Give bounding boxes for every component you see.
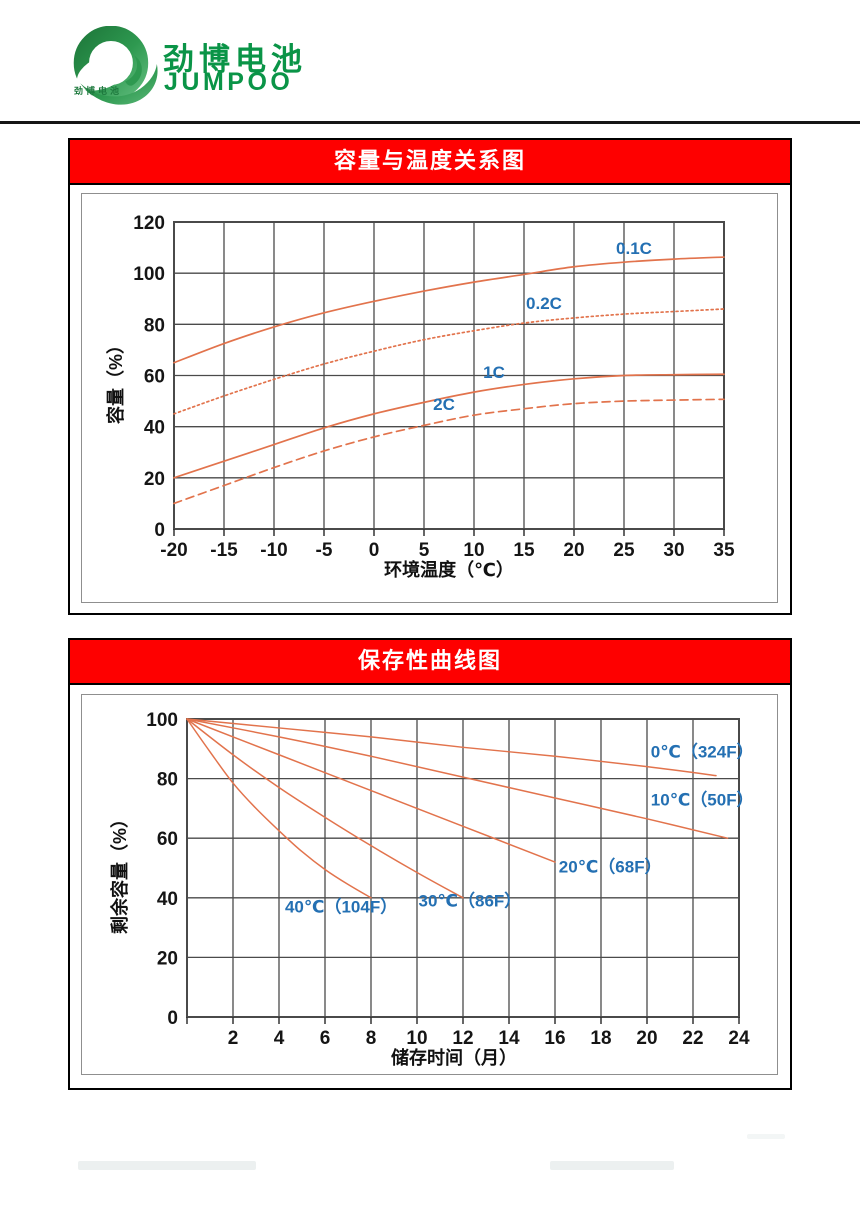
y-tick-label: 100 (146, 710, 178, 731)
y-tick-label: 60 (157, 829, 178, 850)
curve-label-30℃（86F）: 30℃（86F） (419, 891, 522, 911)
x-tick-label: 35 (713, 540, 735, 561)
curve-2C (173, 398, 725, 505)
y-tick-label: 60 (144, 367, 165, 388)
curve-label-0.2C: 0.2C (526, 294, 562, 313)
curve-1C (173, 373, 725, 479)
faint-footer-text-right (550, 1161, 674, 1170)
brand-name-chinese: 劲博电池 (163, 42, 307, 77)
y-tick-label: 80 (157, 770, 178, 791)
x-tick-label: 15 (513, 540, 535, 561)
tick-marks (186, 1017, 740, 1024)
x-tick-label: 24 (728, 1028, 750, 1049)
y-tick-label: 40 (144, 418, 165, 439)
curve-label-2C: 2C (433, 395, 455, 414)
x-tick-label: 16 (544, 1028, 565, 1049)
jumpoo-logo-icon (73, 26, 158, 105)
x-tick-label: 14 (498, 1028, 520, 1049)
curve-label-10℃（50F）: 10℃（50F） (651, 789, 754, 809)
x-tick-label: -15 (210, 540, 238, 561)
x-tick-label: 0 (369, 540, 380, 561)
x-tick-label: 2 (228, 1028, 239, 1049)
curve-30℃（86F） (186, 718, 464, 899)
x-tick-label: 6 (320, 1028, 331, 1049)
y-tick-label: 120 (133, 213, 165, 234)
x-tick-label: 18 (590, 1028, 611, 1049)
x-tick-label: -20 (160, 540, 187, 561)
tick-labels: -20 -15 -10 -5 0 5 10 15 20 25 30 35 0 20 40 60 80 100 120 (133, 213, 735, 561)
y-tick-label: 40 (157, 889, 178, 910)
header-divider (0, 121, 860, 124)
chart1-frame: -20 -15 -10 -5 0 5 10 15 20 25 30 35 0 20 40 60 80 100 120… (81, 193, 778, 603)
faint-footer-text-left (78, 1161, 256, 1170)
x-tick-label: 25 (613, 540, 635, 561)
logo-caption: 劲博电池 (74, 86, 123, 96)
x-tick-label: 20 (636, 1028, 657, 1049)
x-tick-label: -10 (260, 540, 287, 561)
chart2-frame: 2 4 6 8 10 12 14 16 18 20 22 24 0 20 40 60 80 100 0℃（324F）… (81, 694, 778, 1075)
storage-curve-card: 保存性曲线图 2 4 6 8 10 12 14 16 18 20 22 24 0 20 40 60 80 100 0… (68, 638, 792, 1090)
x-tick-label: 5 (419, 540, 430, 561)
tick-marks (173, 529, 725, 536)
curve-label-1C: 1C (483, 363, 505, 382)
x-tick-label: 10 (406, 1028, 427, 1049)
y-tick-label: 100 (133, 264, 165, 285)
x-tick-label: 8 (366, 1028, 377, 1049)
faint-page-mark (747, 1134, 785, 1139)
y-tick-label: 80 (144, 315, 165, 336)
chart1-body: -20 -15 -10 -5 0 5 10 15 20 25 30 35 0 20 40 60 80 100 120… (68, 185, 792, 615)
curve-label-40℃（104F）: 40℃（104F） (285, 897, 397, 917)
chart2-title-banner: 保存性曲线图 (68, 638, 792, 685)
curve-label-0℃（324F）: 0℃（324F） (651, 742, 754, 762)
x-tick-label: -5 (316, 540, 333, 561)
chart1-title-banner: 容量与温度关系图 (68, 138, 792, 185)
curve-label-0.1C: 0.1C (616, 239, 652, 258)
curve-40℃（104F） (186, 718, 372, 899)
x-tick-label: 20 (563, 540, 584, 561)
curve-label-20℃（68F）: 20℃（68F） (559, 856, 662, 876)
curve-10℃（50F） (186, 718, 729, 839)
curve-0.2C (173, 308, 725, 415)
storage-time-chart: 2 4 6 8 10 12 14 16 18 20 22 240204060801000℃（324F）… (146, 710, 754, 1049)
brand-name-english: JUMPOO (164, 68, 294, 96)
chart2-body: 2 4 6 8 10 12 14 16 18 20 22 24 0 20 40 60 80 100 0℃（324F）… (68, 685, 792, 1090)
x-tick-label: 12 (452, 1028, 473, 1049)
y-tick-label: 0 (154, 520, 165, 541)
y-tick-label: 0 (167, 1008, 178, 1029)
curve-0℃（324F） (186, 718, 717, 777)
x-tick-label: 22 (682, 1028, 703, 1049)
x-tick-label: 30 (663, 540, 684, 561)
x-tick-label: 10 (463, 540, 484, 561)
curve-20℃（68F） (186, 718, 556, 863)
capacity-temperature-card: 容量与温度关系图 -20 -15 -10 -5 0 5 10 15 20 25 30 35 0 20 40 6… (68, 138, 792, 615)
x-tick-label: 4 (274, 1028, 285, 1049)
curve-0.1C (173, 256, 725, 364)
capacity-temperature-chart: -20 -15 -10 -5 0 5 10 15 20 25 30 35 0 20 40 60 80 100 120… (133, 213, 735, 561)
y-tick-label: 20 (157, 948, 178, 969)
y-tick-label: 20 (144, 469, 165, 490)
plot-frame (173, 221, 725, 530)
